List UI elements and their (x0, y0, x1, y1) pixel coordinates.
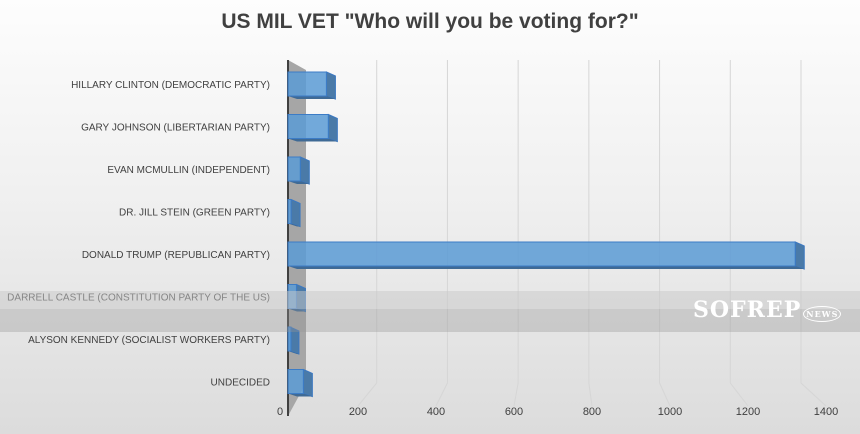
bar (287, 71, 327, 97)
gridline (513, 60, 519, 407)
x-tick-label: 400 (427, 406, 445, 418)
bar (287, 114, 329, 139)
watermark-band-highlight (0, 291, 860, 309)
logo-text: SOFREP (693, 297, 802, 323)
category-label: EVAN MCMULLIN (INDEPENDENT) (107, 165, 270, 176)
category-label: GARY JOHNSON (LIBERTARIAN PARTY) (81, 123, 270, 134)
side-wall (288, 60, 306, 416)
gridline (357, 60, 378, 407)
bar-bottom (288, 138, 338, 142)
category-label: DARRELL CASTLE (CONSTITUTION PARTY OF TH… (7, 293, 270, 304)
x-tick-label: 1400 (814, 406, 838, 418)
x-tick-label: 200 (349, 406, 367, 418)
category-label: ALYSON KENNEDY (SOCIALIST WORKERS PARTY) (28, 335, 270, 346)
category-label: UNDECIDED (211, 378, 270, 389)
bar-side (325, 71, 336, 100)
chart-title: US MIL VET "Who will you be voting for?" (221, 10, 639, 33)
bar-side (327, 113, 338, 143)
x-tick-label: 0 (277, 406, 283, 418)
bar-side (794, 241, 805, 270)
bar (287, 326, 292, 352)
bar (287, 156, 301, 182)
gridline (729, 60, 749, 407)
bar (287, 241, 796, 267)
sofrep-logo: SOFREP NEWS (693, 297, 842, 323)
bar-bottom (288, 266, 805, 269)
gridline (588, 60, 593, 407)
x-tick-label: 600 (505, 406, 523, 418)
watermark-band (0, 291, 860, 332)
x-tick-label: 1000 (658, 406, 682, 418)
gridline (435, 60, 448, 407)
bar-bottom (288, 351, 299, 354)
bar-side (290, 198, 301, 228)
category-label: DR. JILL STEIN (GREEN PARTY) (119, 208, 270, 219)
bar-bottom (288, 96, 336, 99)
x-tick-label: 1200 (736, 406, 760, 418)
bar-side (299, 156, 310, 185)
bar-bottom (288, 308, 306, 312)
gridline (659, 60, 671, 407)
bar-side (302, 368, 313, 398)
bar-bottom (288, 181, 310, 184)
bar-bottom (288, 223, 301, 227)
category-label: DONALD TRUMP (REPUBLICAN PARTY) (82, 250, 270, 261)
bar (287, 199, 292, 224)
x-tick-label: 800 (583, 406, 601, 418)
gridline (800, 60, 827, 407)
bar (287, 369, 304, 394)
bar (287, 284, 297, 309)
category-label: HILLARY CLINTON (DEMOCRATIC PARTY) (71, 80, 270, 91)
bar-bottom (288, 393, 313, 397)
logo-sub: NEWS (803, 306, 842, 322)
